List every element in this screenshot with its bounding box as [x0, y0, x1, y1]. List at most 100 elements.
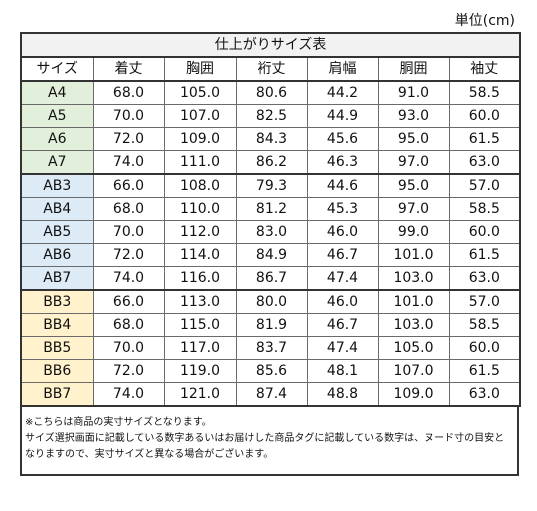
value-cell: 117.0 [163, 336, 237, 360]
value-cell: 45.6 [306, 127, 379, 151]
value-cell: 68.0 [92, 313, 165, 337]
value-cell: 112.0 [163, 220, 237, 244]
table-row: BB4 68.0 115.0 81.9 46.7 103.0 58.5 [20, 313, 522, 337]
size-table: 仕上がりサイズ表 サイズ 着丈 胸囲 裄丈 肩幅 胴囲 袖丈 A4 68.0 105… [19, 32, 522, 407]
table-row: AB4 68.0 110.0 81.2 45.3 97.0 58.5 [20, 197, 522, 221]
value-cell: 63.0 [448, 382, 522, 407]
value-cell: 79.3 [235, 173, 308, 198]
value-cell: 101.0 [377, 243, 450, 267]
value-cell: 119.0 [163, 359, 237, 383]
value-cell: 44.2 [306, 80, 379, 105]
value-cell: 66.0 [92, 173, 165, 198]
value-cell: 109.0 [377, 382, 450, 407]
value-cell: 44.9 [306, 104, 379, 128]
value-cell: 45.3 [306, 197, 379, 221]
value-cell: 80.0 [235, 289, 308, 314]
value-cell: 81.2 [235, 197, 308, 221]
table-row: A4 68.0 105.0 80.6 44.2 91.0 58.5 [20, 80, 522, 105]
size-cell: BB6 [20, 359, 94, 383]
header-length: 着丈 [92, 56, 165, 82]
value-cell: 60.0 [448, 220, 522, 244]
value-cell: 87.4 [235, 382, 308, 407]
size-chart: 仕上がりサイズ表 サイズ 着丈 胸囲 裄丈 肩幅 胴囲 袖丈 A4 68.0 105… [19, 32, 522, 476]
value-cell: 66.0 [92, 289, 165, 314]
unit-label: 単位(cm) [454, 13, 515, 29]
value-cell: 46.0 [306, 220, 379, 244]
value-cell: 58.5 [448, 197, 522, 221]
table-row: AB6 72.0 114.0 84.9 46.7 101.0 61.5 [20, 243, 522, 267]
value-cell: 97.0 [377, 150, 450, 175]
table-row: A5 70.0 107.0 82.5 44.9 93.0 60.0 [20, 104, 522, 128]
value-cell: 84.3 [235, 127, 308, 151]
table-row: A7 74.0 111.0 86.2 46.3 97.0 63.0 [20, 150, 522, 175]
value-cell: 107.0 [163, 104, 237, 128]
value-cell: 108.0 [163, 173, 237, 198]
table-title-row: 仕上がりサイズ表 [19, 32, 522, 58]
value-cell: 68.0 [92, 80, 165, 105]
table-row: A6 72.0 109.0 84.3 45.6 95.0 61.5 [20, 127, 522, 151]
table-row: AB3 66.0 108.0 79.3 44.6 95.0 57.0 [20, 173, 522, 198]
value-cell: 101.0 [377, 289, 450, 314]
value-cell: 81.9 [235, 313, 308, 337]
value-cell: 86.7 [235, 266, 308, 291]
value-cell: 46.3 [306, 150, 379, 175]
header-sleeve-width: 裄丈 [235, 56, 308, 82]
size-cell: BB7 [20, 382, 94, 407]
value-cell: 74.0 [92, 266, 165, 291]
value-cell: 99.0 [377, 220, 450, 244]
table-title: 仕上がりサイズ表 [19, 32, 522, 58]
value-cell: 109.0 [163, 127, 237, 151]
value-cell: 48.1 [306, 359, 379, 383]
value-cell: 84.9 [235, 243, 308, 267]
value-cell: 80.6 [235, 80, 308, 105]
value-cell: 83.0 [235, 220, 308, 244]
value-cell: 95.0 [377, 127, 450, 151]
size-cell: BB4 [20, 313, 94, 337]
size-cell: BB3 [20, 289, 94, 314]
header-sleeve-length: 袖丈 [448, 56, 522, 82]
value-cell: 105.0 [163, 80, 237, 105]
value-cell: 95.0 [377, 173, 450, 198]
value-cell: 93.0 [377, 104, 450, 128]
value-cell: 114.0 [163, 243, 237, 267]
value-cell: 48.8 [306, 382, 379, 407]
value-cell: 72.0 [92, 359, 165, 383]
header-chest: 胸囲 [163, 56, 237, 82]
size-cell: AB5 [20, 220, 94, 244]
value-cell: 70.0 [92, 336, 165, 360]
value-cell: 46.0 [306, 289, 379, 314]
header-shoulder: 肩幅 [306, 56, 379, 82]
value-cell: 107.0 [377, 359, 450, 383]
value-cell: 83.7 [235, 336, 308, 360]
notes-box: ※こちらは商品の実寸サイズとなります。 サイズ選択画面に記載している数字あるいは… [20, 407, 519, 476]
size-cell: AB7 [20, 266, 94, 291]
value-cell: 111.0 [163, 150, 237, 175]
size-cell: BB5 [20, 336, 94, 360]
value-cell: 44.6 [306, 173, 379, 198]
table-row: AB7 74.0 116.0 86.7 47.4 103.0 63.0 [20, 266, 522, 291]
value-cell: 116.0 [163, 266, 237, 291]
size-cell: A5 [20, 104, 94, 128]
value-cell: 57.0 [448, 173, 522, 198]
size-cell: A6 [20, 127, 94, 151]
size-cell: AB6 [20, 243, 94, 267]
value-cell: 72.0 [92, 243, 165, 267]
value-cell: 115.0 [163, 313, 237, 337]
table-row: BB3 66.0 113.0 80.0 46.0 101.0 57.0 [20, 289, 522, 314]
value-cell: 61.5 [448, 359, 522, 383]
table-row: BB7 74.0 121.0 87.4 48.8 109.0 63.0 [20, 382, 522, 407]
size-cell: AB3 [20, 173, 94, 198]
note-line: ※こちらは商品の実寸サイズとなります。 [25, 417, 212, 428]
table-row: BB6 72.0 119.0 85.6 48.1 107.0 61.5 [20, 359, 522, 383]
header-size: サイズ [20, 56, 94, 82]
value-cell: 61.5 [448, 243, 522, 267]
value-cell: 58.5 [448, 313, 522, 337]
table-header-row: サイズ 着丈 胸囲 裄丈 肩幅 胴囲 袖丈 [20, 56, 522, 82]
value-cell: 46.7 [306, 243, 379, 267]
value-cell: 113.0 [163, 289, 237, 314]
table-row: AB5 70.0 112.0 83.0 46.0 99.0 60.0 [20, 220, 522, 244]
value-cell: 68.0 [92, 197, 165, 221]
value-cell: 58.5 [448, 80, 522, 105]
value-cell: 47.4 [306, 336, 379, 360]
value-cell: 74.0 [92, 150, 165, 175]
